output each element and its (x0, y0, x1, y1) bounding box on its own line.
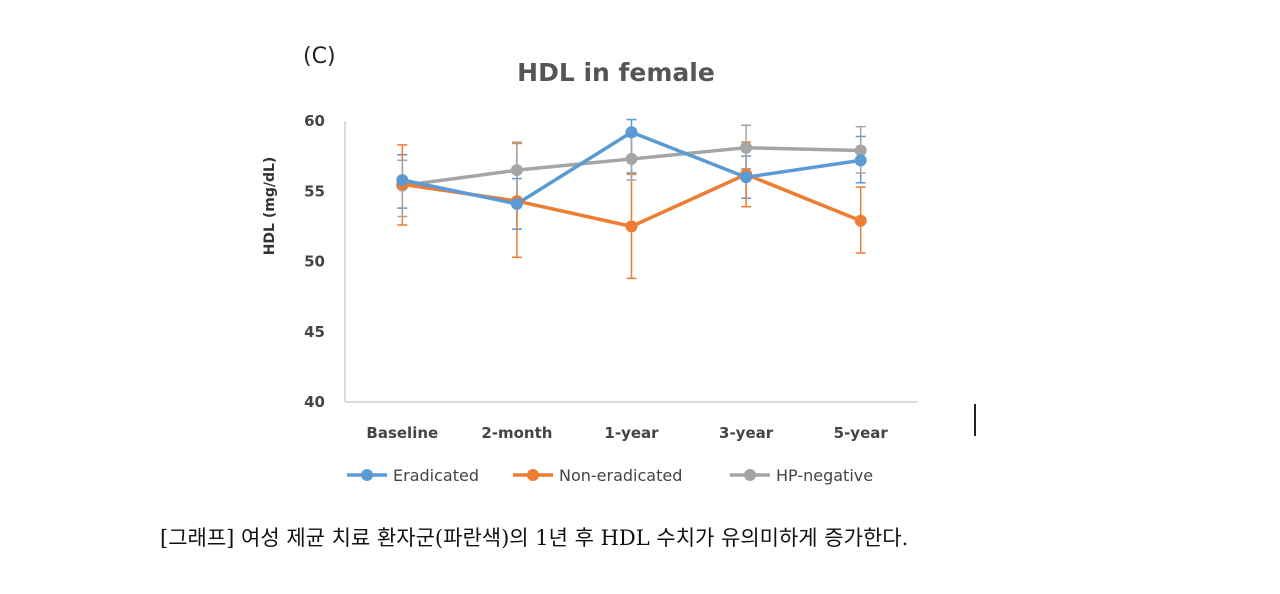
data-point (510, 164, 523, 177)
x-tick-label: 2-month (481, 424, 552, 442)
y-tick-label: 40 (304, 393, 325, 411)
legend-label: Non-eradicated (559, 466, 682, 485)
y-tick-label: 60 (304, 112, 325, 130)
x-tick-label: 1-year (604, 424, 659, 442)
data-point (854, 214, 867, 227)
data-point (510, 197, 523, 210)
legend-item: HP-negative (730, 466, 873, 485)
legend-item: Non-eradicated (513, 466, 682, 485)
data-point (740, 171, 753, 184)
x-tick-label: 5-year (834, 424, 889, 442)
x-tick-label: 3-year (719, 424, 774, 442)
legend-item: Eradicated (347, 466, 479, 485)
panel-label: (C) (303, 44, 336, 69)
y-tick-label: 45 (304, 323, 325, 341)
y-tick-label: 55 (304, 182, 325, 200)
chart-title: HDL in female (517, 58, 715, 87)
data-point (740, 141, 753, 154)
chart-axes (344, 121, 918, 403)
series-points (396, 126, 867, 233)
legend-marker (361, 469, 373, 481)
chart-legend: Eradicated Non-eradicated HP-negative (347, 466, 873, 485)
data-point (625, 126, 638, 139)
data-point (854, 144, 867, 157)
data-point (625, 152, 638, 165)
error-bars (397, 118, 866, 280)
x-tick-label: Baseline (366, 424, 438, 442)
figure-caption: [그래프] 여성 제균 치료 환자군(파란색)의 1년 후 HDL 수치가 유의… (160, 526, 909, 550)
legend-label: HP-negative (776, 466, 873, 485)
legend-marker (527, 469, 539, 481)
data-point (625, 220, 638, 233)
legend-label: Eradicated (393, 466, 479, 485)
data-point (396, 174, 409, 187)
legend-marker (744, 469, 756, 481)
data-point (854, 154, 867, 167)
x-tick-labels: Baseline 2-month 1-year 3-year 5-year (366, 424, 888, 442)
y-axis-label: HDL (mg/dL) (262, 157, 278, 256)
y-tick-labels: 40 45 50 55 60 (304, 112, 325, 411)
y-tick-label: 50 (304, 253, 325, 271)
